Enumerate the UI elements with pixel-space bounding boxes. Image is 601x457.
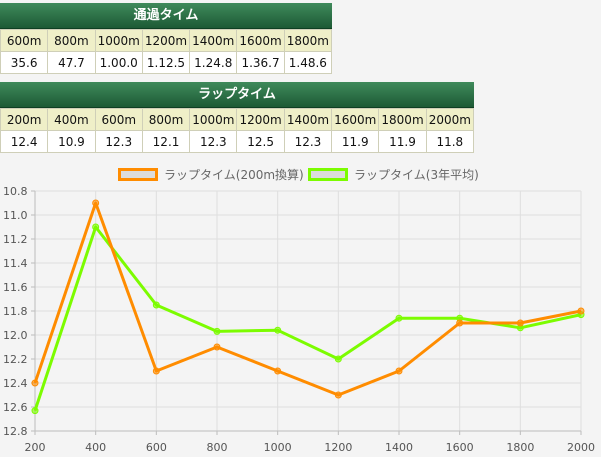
chart-legend: ラップタイム(200m換算) ラップタイム(3年平均) — [0, 166, 601, 186]
y-tick-label: 12.6 — [3, 401, 28, 414]
passing-header-cell: 1400m — [189, 29, 238, 52]
y-tick-label: 11.4 — [3, 257, 28, 270]
lap-header-cell: 800m — [141, 108, 191, 131]
lap-header-cell: 1400m — [283, 108, 333, 131]
lap-value-cell: 12.1 — [141, 130, 191, 153]
x-tick-label: 1400 — [385, 441, 413, 454]
passing-header-cell: 1000m — [94, 29, 143, 52]
legend-label: ラップタイム(200m換算) — [164, 168, 304, 182]
lap-value-cell: 10.9 — [47, 130, 96, 153]
lap-value-cell: 11.8 — [425, 130, 475, 153]
x-tick-label: 400 — [85, 441, 106, 454]
passing-time-table: 通過タイム 600m 800m 1000m 1200m 1400m 1600m … — [0, 3, 333, 74]
y-tick-label: 12.4 — [3, 377, 28, 390]
data-point — [395, 314, 403, 322]
passing-time-title: 通過タイム — [0, 3, 332, 29]
data-point — [334, 391, 342, 399]
x-tick-label: 1200 — [324, 441, 352, 454]
data-point — [152, 367, 160, 375]
series-line-200m — [33, 201, 582, 397]
lap-value-cell: 11.9 — [331, 130, 380, 153]
data-point — [92, 223, 100, 231]
lap-header-cell: 1800m — [378, 108, 427, 131]
data-point — [334, 355, 342, 363]
data-point — [577, 307, 585, 315]
lap-time-value-row: 12.4 10.9 12.3 12.1 12.3 12.5 12.3 11.9 … — [0, 130, 475, 153]
data-point — [213, 343, 221, 351]
passing-value-cell: 35.6 — [0, 51, 49, 74]
lap-value-cell: 12.3 — [189, 130, 238, 153]
lap-value-cell: 11.9 — [378, 130, 427, 153]
legend-swatch-green — [308, 168, 348, 181]
passing-header-cell: 1200m — [141, 29, 191, 52]
y-tick-label: 11.8 — [3, 305, 28, 318]
passing-value-cell: 1.00.0 — [94, 51, 143, 74]
x-tick-label: 1000 — [264, 441, 292, 454]
lap-header-cell: 2000m — [425, 108, 475, 131]
passing-value-cell: 1.48.6 — [283, 51, 333, 74]
legend-swatch-orange — [118, 168, 158, 181]
passing-value-cell: 1.24.8 — [189, 51, 238, 74]
y-tick-label: 11.0 — [3, 209, 28, 222]
passing-value-cell: 1.36.7 — [236, 51, 285, 74]
y-tick-label: 12.0 — [3, 329, 28, 342]
data-point — [516, 319, 524, 327]
passing-header-cell: 1600m — [236, 29, 285, 52]
lap-header-cell: 400m — [47, 108, 96, 131]
y-tick-label: 11.6 — [3, 281, 28, 294]
lap-header-cell: 200m — [0, 108, 49, 131]
passing-time-value-row: 35.6 47.7 1.00.0 1.12.5 1.24.8 1.36.7 1.… — [0, 51, 333, 74]
data-point — [31, 407, 39, 415]
data-point — [274, 326, 282, 334]
passing-value-cell: 1.12.5 — [141, 51, 191, 74]
lap-value-cell: 12.3 — [283, 130, 333, 153]
x-tick-label: 1600 — [446, 441, 474, 454]
lap-value-cell: 12.3 — [94, 130, 143, 153]
lap-time-header-row: 200m 400m 600m 800m 1000m 1200m 1400m 16… — [0, 108, 475, 131]
lap-value-cell: 12.5 — [236, 130, 285, 153]
x-tick-label: 2000 — [567, 441, 595, 454]
data-point — [152, 301, 160, 309]
legend-label: ラップタイム(3年平均) — [354, 168, 479, 182]
data-point — [31, 379, 39, 387]
lap-header-cell: 1200m — [236, 108, 285, 131]
lap-time-table: ラップタイム 200m 400m 600m 800m 1000m 1200m 1… — [0, 82, 475, 153]
x-tick-label: 200 — [25, 441, 46, 454]
y-tick-label: 12.8 — [3, 425, 28, 438]
data-point — [213, 327, 221, 335]
data-point — [456, 319, 464, 327]
x-tick-label: 600 — [146, 441, 167, 454]
passing-time-header-row: 600m 800m 1000m 1200m 1400m 1600m 1800m — [0, 29, 333, 52]
x-tick-label: 800 — [207, 441, 228, 454]
lap-time-title: ラップタイム — [0, 82, 474, 108]
y-tick-label: 11.2 — [3, 233, 28, 246]
data-point — [274, 367, 282, 375]
passing-header-cell: 1800m — [283, 29, 333, 52]
data-point — [395, 367, 403, 375]
y-tick-label: 12.2 — [3, 353, 28, 366]
passing-value-cell: 47.7 — [47, 51, 96, 74]
data-point — [92, 199, 100, 207]
y-tick-label: 10.8 — [3, 185, 28, 198]
lap-value-cell: 12.4 — [0, 130, 49, 153]
lap-header-cell: 1600m — [331, 108, 380, 131]
x-tick-label: 1800 — [506, 441, 534, 454]
